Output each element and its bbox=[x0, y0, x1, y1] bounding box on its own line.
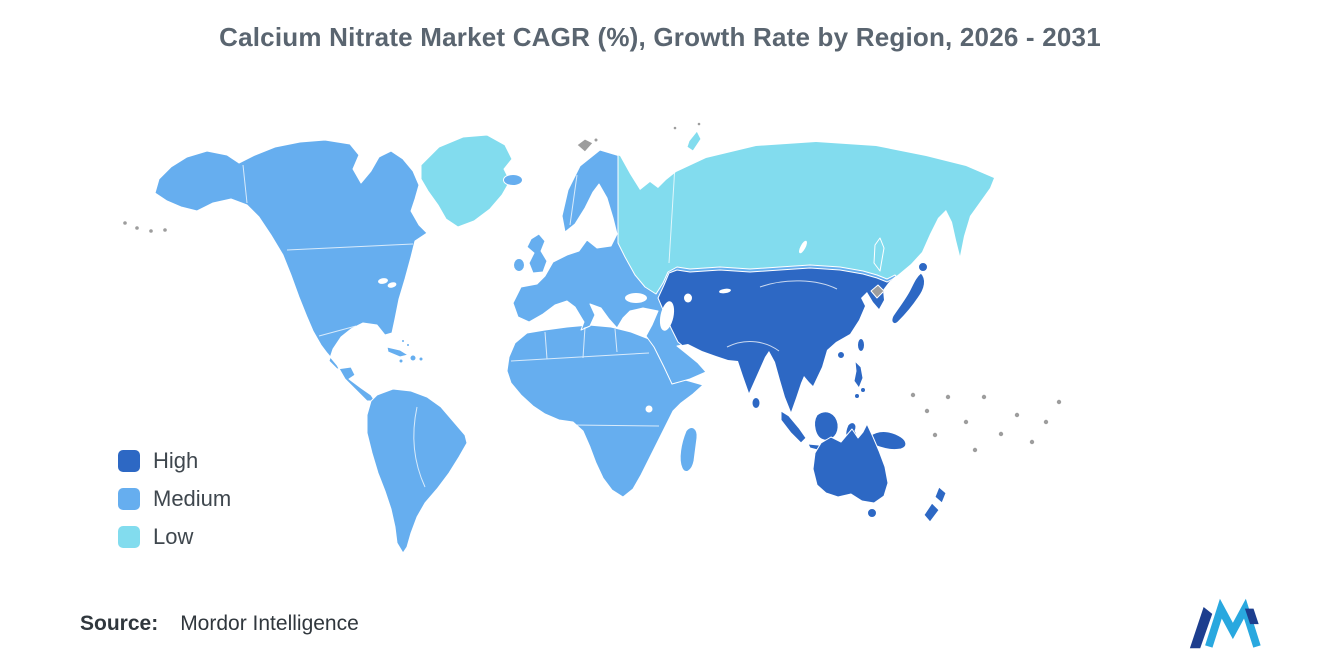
region-sumatra bbox=[780, 410, 807, 444]
aral-sea bbox=[684, 293, 692, 303]
legend-swatch-low bbox=[118, 526, 140, 548]
aleutian-islands bbox=[123, 221, 167, 233]
region-svalbard-islet bbox=[593, 137, 599, 143]
region-novaya-zemlya bbox=[686, 130, 702, 152]
region-cuba bbox=[386, 346, 409, 358]
legend-item-low: Low bbox=[118, 524, 231, 549]
landmasses bbox=[154, 121, 995, 554]
world-map bbox=[123, 121, 1062, 554]
region-iceland bbox=[503, 174, 523, 186]
region-united-kingdom bbox=[526, 233, 548, 274]
legend-swatch-high bbox=[118, 450, 140, 472]
legend-label-medium: Medium bbox=[153, 486, 232, 511]
legend-label-high: High bbox=[153, 448, 199, 473]
lake-balkhash bbox=[719, 288, 731, 294]
caspian-sea bbox=[659, 301, 675, 331]
caribbean-islet bbox=[418, 356, 424, 362]
source-label: Source: bbox=[80, 612, 159, 635]
lake-baikal bbox=[799, 240, 807, 254]
legend-swatch-medium bbox=[118, 488, 140, 510]
region-greenland bbox=[420, 134, 513, 228]
black-sea bbox=[625, 293, 647, 303]
region-tasmania bbox=[867, 508, 877, 518]
logo-dark-band bbox=[1189, 606, 1213, 649]
region-sri-lanka bbox=[751, 397, 761, 409]
region-philippines-islet bbox=[854, 393, 860, 399]
logo-m-mark bbox=[1205, 598, 1261, 648]
arctic-islet bbox=[696, 121, 702, 127]
source-value: Mordor Intelligence bbox=[180, 612, 359, 635]
arctic-islet bbox=[672, 125, 678, 131]
legend-item-medium: Medium bbox=[118, 486, 232, 511]
region-svalbard bbox=[576, 138, 594, 153]
logo-dark-accent bbox=[1244, 608, 1259, 625]
region-taiwan bbox=[857, 338, 865, 352]
region-philippines-islet bbox=[860, 387, 866, 393]
eurasia-region-overlays bbox=[617, 142, 994, 412]
page-title: Calcium Nitrate Market CAGR (%), Growth … bbox=[219, 22, 1101, 52]
region-ireland bbox=[513, 258, 525, 272]
legend-item-high: High bbox=[118, 448, 231, 473]
region-japan bbox=[891, 272, 926, 325]
source-line: Source: Mordor Intelligence bbox=[80, 612, 359, 636]
region-hainan bbox=[837, 351, 845, 359]
region-hokkaido bbox=[918, 262, 928, 272]
caribbean-islet bbox=[406, 343, 410, 347]
caribbean-islet bbox=[401, 339, 405, 343]
inland-lakes bbox=[378, 240, 807, 413]
region-new-zealand-north bbox=[934, 486, 947, 504]
map-legend: High Medium Low bbox=[118, 448, 232, 549]
legend-label-low: Low bbox=[153, 524, 194, 549]
region-north-america bbox=[154, 139, 428, 402]
region-madagascar bbox=[679, 427, 698, 472]
region-russia-cis bbox=[617, 142, 994, 295]
region-south-america bbox=[366, 388, 468, 554]
region-africa bbox=[506, 324, 704, 498]
region-australia bbox=[812, 423, 889, 504]
region-new-guinea bbox=[869, 431, 907, 450]
pacific-islands bbox=[910, 392, 1062, 453]
region-sakhalin bbox=[873, 237, 885, 272]
region-borneo bbox=[814, 411, 839, 441]
lake-victoria bbox=[645, 405, 653, 413]
country-borders bbox=[242, 164, 838, 488]
caribbean-islet bbox=[398, 358, 404, 364]
region-new-zealand-south bbox=[923, 502, 940, 523]
region-philippines bbox=[853, 360, 864, 389]
mordor-intelligence-logo bbox=[1189, 598, 1261, 649]
region-hispaniola bbox=[409, 354, 417, 362]
